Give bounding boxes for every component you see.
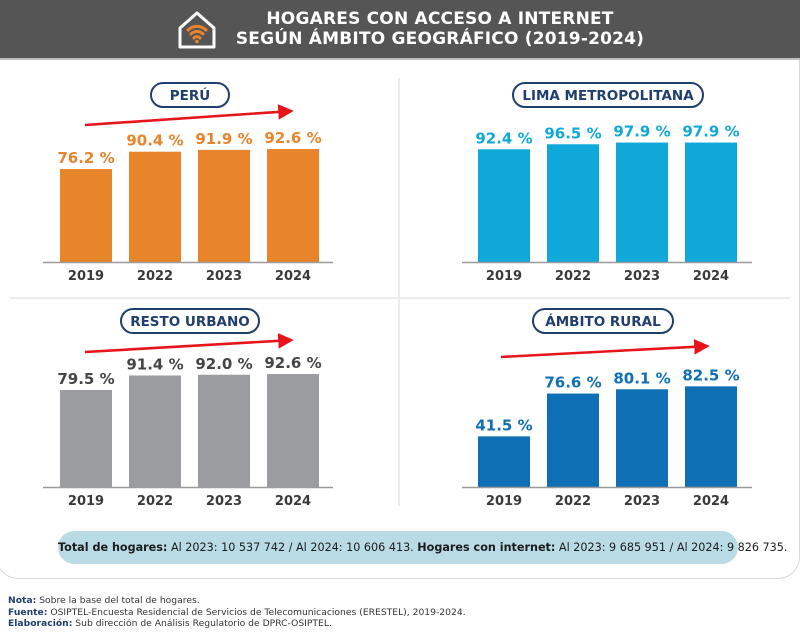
x-tick-resto-urbano-2022: 2022 <box>137 494 173 509</box>
value-label-ambito-rural-2022: 76.6 % <box>544 374 601 392</box>
total-hogares-label: Total de hogares: <box>58 541 168 554</box>
value-label-resto-urbano-2019: 79.5 % <box>57 370 114 388</box>
note-text: Sobre la base del total de hogares. <box>36 595 200 606</box>
bar-ambito-rural-2024 <box>685 386 737 487</box>
value-label-lima-metropolitana-2019: 92.4 % <box>475 129 532 147</box>
x-tick-lima-metropolitana-2024: 2024 <box>693 269 729 284</box>
x-tick-peru-2024: 2024 <box>275 269 311 284</box>
hogares-internet-value: Al 2023: 9 685 951 / Al 2024: 9 826 735. <box>555 541 788 554</box>
elaboration-text: Sub dirección de Análisis Regulatorio de… <box>72 618 332 629</box>
note-line: Nota: Sobre la base del total de hogares… <box>8 595 466 607</box>
x-tick-resto-urbano-2019: 2019 <box>68 494 104 509</box>
value-label-lima-metropolitana-2022: 96.5 % <box>544 124 601 142</box>
value-label-ambito-rural-2024: 82.5 % <box>682 366 739 384</box>
value-label-peru-2019: 76.2 % <box>57 149 114 167</box>
chart-title-resto-urbano: RESTO URBANO <box>130 314 250 330</box>
x-tick-resto-urbano-2024: 2024 <box>275 494 311 509</box>
chart-title-pill-ambito-rural <box>532 308 674 334</box>
hogares-internet-label: Hogares con internet: <box>417 541 556 554</box>
bar-lima-metropolitana-2024 <box>685 142 737 262</box>
chart-title-pill-resto-urbano <box>120 308 260 334</box>
x-tick-lima-metropolitana-2019: 2019 <box>486 269 522 284</box>
title-line-1: HOGARES CON ACCESO A INTERNET <box>266 9 614 29</box>
value-label-lima-metropolitana-2024: 97.9 % <box>682 123 739 141</box>
value-label-resto-urbano-2023: 92.0 % <box>195 355 252 373</box>
source-line: Fuente: OSIPTEL-Encuesta Residencial de … <box>8 607 466 619</box>
x-tick-ambito-rural-2019: 2019 <box>486 494 522 509</box>
elaboration-label: Elaboración: <box>8 618 73 629</box>
trend-arrow-ambito-rural <box>500 339 710 359</box>
chart-title-peru: PERÚ <box>170 86 210 104</box>
vertical-divider <box>398 78 400 506</box>
bar-resto-urbano-2024 <box>267 374 319 487</box>
trend-arrow-peru <box>84 104 294 127</box>
bar-resto-urbano-2022 <box>129 375 181 487</box>
x-tick-peru-2019: 2019 <box>68 269 104 284</box>
bar-ambito-rural-2022 <box>547 393 599 487</box>
x-tick-peru-2022: 2022 <box>137 269 173 284</box>
source-text: OSIPTEL-Encuesta Residencial de Servicio… <box>47 606 466 618</box>
x-tick-ambito-rural-2023: 2023 <box>624 494 660 509</box>
note-label: Nota: <box>8 595 37 606</box>
page-title: HOGARES CON ACCESO A INTERNET SEGÚN ÁMBI… <box>225 9 655 49</box>
elaboration-line: Elaboración: Sub dirección de Análisis R… <box>8 618 466 630</box>
bar-ambito-rural-2019 <box>478 436 530 487</box>
footnotes: Nota: Sobre la base del total de hogares… <box>8 595 466 630</box>
bar-ambito-rural-2023 <box>616 389 668 487</box>
house-wifi-icon <box>178 11 216 49</box>
value-label-peru-2024: 92.6 % <box>264 129 321 147</box>
x-tick-ambito-rural-2024: 2024 <box>693 494 729 509</box>
value-label-resto-urbano-2022: 91.4 % <box>126 355 183 373</box>
chart-title-pill-lima-metropolitana <box>512 82 704 108</box>
bar-lima-metropolitana-2022 <box>547 144 599 262</box>
chart-title-pill-peru <box>150 82 230 108</box>
x-tick-resto-urbano-2023: 2023 <box>206 494 242 509</box>
chart-title-lima-metropolitana: LIMA METROPOLITANA <box>522 88 694 104</box>
title-line-2: SEGÚN ÁMBITO GEOGRÁFICO (2019-2024) <box>235 29 645 49</box>
bar-peru-2019 <box>60 169 112 262</box>
total-hogares-value: Al 2023: 10 537 742 / Al 2024: 10 606 41… <box>167 541 418 554</box>
value-label-resto-urbano-2024: 92.6 % <box>264 354 321 372</box>
bar-peru-2022 <box>129 151 181 262</box>
header-banner: HOGARES CON ACCESO A INTERNET SEGÚN ÁMBI… <box>0 0 800 60</box>
bar-lima-metropolitana-2019 <box>478 149 530 262</box>
chart-title-ambito-rural: ÁMBITO RURAL <box>545 313 661 330</box>
x-tick-ambito-rural-2022: 2022 <box>555 494 591 509</box>
source-label: Fuente: <box>8 606 48 618</box>
bar-resto-urbano-2023 <box>198 374 250 487</box>
value-label-lima-metropolitana-2023: 97.9 % <box>613 123 670 141</box>
trend-arrow-resto-urbano <box>84 333 294 354</box>
x-tick-lima-metropolitana-2023: 2023 <box>624 269 660 284</box>
totals-banner: Total de hogares: Al 2023: 10 537 742 / … <box>58 531 787 564</box>
value-label-peru-2023: 91.9 % <box>195 130 252 148</box>
x-tick-lima-metropolitana-2022: 2022 <box>555 269 591 284</box>
bar-peru-2024 <box>267 149 319 262</box>
bar-resto-urbano-2019 <box>60 390 112 487</box>
x-tick-peru-2023: 2023 <box>206 269 242 284</box>
bar-lima-metropolitana-2023 <box>616 142 668 262</box>
horizontal-divider <box>10 297 790 299</box>
value-label-ambito-rural-2019: 41.5 % <box>475 416 532 434</box>
value-label-ambito-rural-2023: 80.1 % <box>613 369 670 387</box>
value-label-peru-2022: 90.4 % <box>126 132 183 150</box>
bar-peru-2023 <box>198 149 250 262</box>
